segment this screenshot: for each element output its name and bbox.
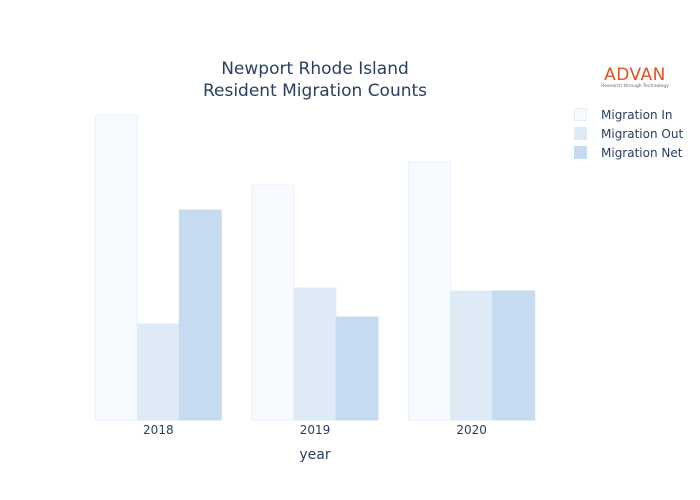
logo-tagline: Research through Technology (601, 84, 669, 89)
advan-logo: ADVAN Research through Technology (592, 66, 678, 92)
bar-migration-net-2018[interactable] (178, 209, 222, 421)
chart-title-line-1: Newport Rhode Island (221, 59, 409, 79)
logo-wordmark: ADVAN (604, 65, 666, 85)
legend-label-migration-net: Migration Net (601, 145, 683, 160)
legend-label-migration-out: Migration Out (601, 126, 684, 141)
bar-migration-in-2019[interactable] (251, 184, 295, 421)
legend-item-migration-in[interactable]: Migration In (572, 105, 700, 124)
bar-migration-out-2019[interactable] (293, 287, 337, 421)
legend-swatch-migration-net (574, 146, 587, 159)
chart-title-line-2: Resident Migration Counts (202, 81, 428, 101)
legend-item-migration-out[interactable]: Migration Out (572, 124, 700, 143)
legend-label-migration-in: Migration In (601, 107, 673, 122)
x-tick-label-2019: 2019 (300, 423, 331, 437)
x-axis-title: year (299, 447, 331, 463)
bar-migration-in-2018[interactable] (94, 114, 138, 421)
legend: Migration In Migration Out Migration Net (572, 105, 700, 162)
x-tick-labels: 2018 2019 2020 (143, 423, 487, 437)
bar-migration-net-2020[interactable] (492, 290, 536, 421)
bar-migration-out-2018[interactable] (136, 323, 180, 421)
bar-migration-out-2020[interactable] (450, 290, 494, 421)
x-tick-label-2018: 2018 (143, 423, 174, 437)
chart-title: Newport Rhode Island Resident Migration … (165, 58, 465, 102)
x-tick-label-2020: 2020 (456, 423, 487, 437)
legend-swatch-migration-out (574, 127, 587, 140)
bars-layer (94, 114, 536, 421)
bar-migration-net-2019[interactable] (335, 316, 379, 421)
bar-migration-in-2020[interactable] (408, 161, 452, 421)
legend-swatch-migration-in (574, 108, 587, 121)
legend-item-migration-net[interactable]: Migration Net (572, 143, 700, 162)
